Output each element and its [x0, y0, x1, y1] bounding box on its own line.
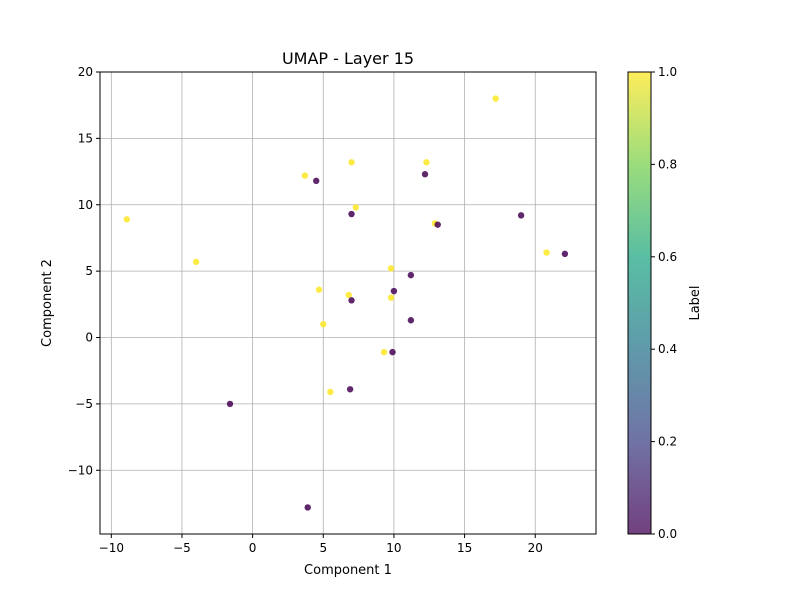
point-label-0 — [407, 271, 415, 279]
x-tick-label: −5 — [173, 541, 191, 555]
x-tick-label: 0 — [249, 541, 257, 555]
point-label-0 — [348, 297, 355, 304]
colorbar-tick-label: 1.0 — [658, 65, 677, 79]
y-tick-label: 10 — [78, 198, 93, 212]
point-label-1 — [123, 216, 131, 223]
point-label-1 — [423, 159, 430, 166]
point-label-0 — [421, 171, 429, 178]
point-label-1 — [380, 348, 388, 356]
y-tick-label: −10 — [68, 463, 93, 477]
x-axis-label: Component 1 — [304, 563, 392, 578]
y-tick-label: −5 — [75, 397, 93, 411]
point-label-1 — [192, 258, 200, 266]
scatter-points — [123, 95, 569, 511]
point-label-0 — [346, 386, 354, 393]
y-tick-label: 20 — [78, 65, 93, 79]
y-tick-label: 15 — [78, 131, 93, 145]
colorbar-label: Label — [688, 285, 703, 320]
point-label-1 — [320, 321, 327, 328]
colorbar-tick-label: 0.6 — [658, 250, 677, 264]
point-label-1 — [543, 249, 550, 256]
x-axis-ticks: −10 −5 0 5 10 15 20 — [99, 534, 543, 555]
point-label-0 — [517, 212, 525, 219]
colorbar — [627, 71, 652, 535]
colorbar-tick-label: 0.2 — [658, 435, 677, 449]
point-label-0 — [390, 287, 398, 295]
point-label-1 — [352, 204, 359, 211]
y-axis-label: Component 2 — [40, 259, 55, 347]
y-tick-label: 5 — [85, 264, 93, 278]
point-label-1 — [327, 388, 334, 396]
point-label-0 — [304, 504, 311, 511]
x-tick-label: 20 — [528, 541, 543, 555]
point-label-0 — [407, 317, 415, 324]
grid-lines — [100, 71, 596, 534]
point-label-1 — [387, 294, 395, 301]
chart-title: UMAP - Layer 15 — [282, 49, 414, 68]
x-tick-label: 5 — [319, 541, 327, 555]
point-label-1 — [301, 172, 309, 179]
point-label-0 — [434, 221, 441, 228]
colorbar-ticks: 0.0 0.2 0.4 0.6 0.8 1.0 — [651, 65, 677, 541]
y-axis-ticks: −10 −5 0 5 10 15 20 — [68, 65, 100, 477]
point-label-0 — [226, 400, 234, 408]
point-label-0 — [313, 177, 320, 185]
x-tick-label: −10 — [99, 541, 124, 555]
point-label-1 — [492, 95, 499, 102]
x-tick-label: 10 — [386, 541, 401, 555]
point-label-1 — [315, 286, 323, 293]
point-label-0 — [389, 348, 396, 356]
point-label-1 — [345, 291, 352, 299]
point-label-0 — [561, 250, 569, 258]
point-label-1 — [387, 265, 395, 272]
colorbar-tick-label: 0.8 — [658, 157, 677, 171]
point-label-0 — [348, 210, 355, 218]
plot-frame — [99, 71, 597, 535]
colorbar-tick-label: 0.0 — [658, 527, 677, 541]
x-tick-label: 15 — [457, 541, 472, 555]
colorbar-tick-label: 0.4 — [658, 342, 677, 356]
point-label-1 — [348, 159, 355, 166]
y-tick-label: 0 — [85, 331, 93, 345]
